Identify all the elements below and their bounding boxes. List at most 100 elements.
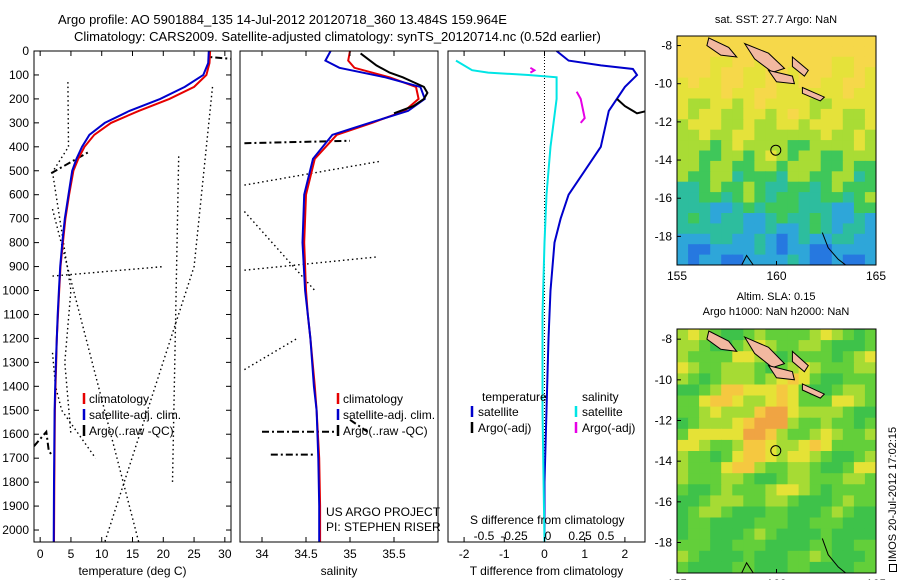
map-cell (831, 150, 844, 162)
map-cell (721, 233, 733, 245)
map-cell (831, 233, 844, 245)
map-cell (842, 473, 855, 485)
map-cell (710, 233, 722, 245)
map-cell (677, 484, 689, 496)
map-cell (699, 439, 711, 452)
map-cell (688, 181, 700, 193)
temperature-panel (33, 50, 232, 543)
map-cell (732, 539, 744, 552)
map-cell (864, 77, 876, 89)
map-cell (853, 384, 866, 397)
salinity-legend-label: climatology (343, 392, 403, 406)
map-cell (809, 119, 822, 131)
map-cell (787, 462, 800, 474)
map-cell (754, 473, 767, 485)
map-cell (688, 67, 700, 79)
map-cell (776, 88, 789, 99)
map-cell (688, 77, 700, 89)
map-cell (677, 462, 689, 474)
map-cell (809, 129, 822, 141)
map-cell (699, 150, 711, 162)
temperature-argo-dashdot-line (50, 150, 90, 175)
difference-legend-label: Argo(-adj) (478, 421, 531, 435)
map-cell (853, 362, 866, 374)
map-cell (776, 223, 789, 235)
map-cell (688, 88, 700, 99)
map-cell (732, 223, 744, 235)
map-cell (820, 140, 833, 152)
map-cell (853, 473, 866, 485)
map-cell (809, 362, 822, 374)
map-cell (864, 254, 876, 265)
map-cell (776, 119, 789, 131)
map-cell (688, 428, 700, 441)
map-cell (721, 351, 733, 363)
map-cell (798, 223, 811, 235)
map-cell (842, 160, 855, 172)
map-cell (853, 36, 866, 47)
salinity-argo-dashdot-line (244, 139, 351, 145)
map-cell (831, 417, 844, 430)
map-cell (831, 528, 844, 541)
map-cell (798, 528, 811, 541)
map-cell (699, 56, 711, 68)
map-cell (677, 254, 689, 265)
map-cell (864, 484, 876, 496)
map-cell (754, 329, 767, 341)
map-cell (721, 373, 733, 386)
map-cell (776, 395, 789, 408)
map-cell (776, 428, 789, 441)
map-cell (853, 98, 866, 110)
map-cell (842, 417, 855, 430)
map-cell (809, 213, 822, 224)
map-cell (820, 213, 833, 224)
map-cell (842, 506, 855, 519)
map-cell (842, 484, 855, 496)
map-cell (677, 213, 689, 224)
map-cell (743, 46, 755, 58)
map-cell (809, 171, 822, 183)
map-cell (754, 417, 767, 430)
island-shape (706, 330, 738, 353)
map-cell (743, 119, 755, 131)
map-cell (688, 140, 700, 152)
map-cell (864, 98, 876, 110)
temperature-legend-label: Argo(..raw -QC) (89, 424, 174, 438)
map-cell (864, 36, 876, 47)
map-cell (721, 77, 733, 89)
map-cell (721, 550, 733, 563)
map-cell (743, 384, 755, 397)
temperature-argo-dotted-line (51, 352, 97, 459)
map-cell (743, 223, 755, 235)
map-cell (776, 550, 789, 563)
map-cell (853, 406, 866, 419)
map-cell (787, 473, 800, 485)
x-tick-label: 30 (218, 547, 232, 561)
map-cell (864, 88, 876, 99)
map-cell (809, 484, 822, 496)
map-cell (853, 67, 866, 79)
sla-map (676, 328, 877, 574)
map-cell (710, 395, 722, 408)
map-cell (699, 67, 711, 79)
map-cell (699, 88, 711, 99)
map-cell (688, 439, 700, 452)
map-cell (820, 561, 833, 573)
map-cell (864, 517, 876, 530)
map-cell (864, 223, 876, 235)
map-cell (798, 119, 811, 131)
salinity-x-axis-label: salinity (321, 564, 358, 578)
map-cell (853, 181, 866, 193)
map-cell (864, 46, 876, 58)
map-cell (831, 202, 844, 214)
map-cell (721, 244, 733, 256)
y-tick-label: 900 (9, 260, 29, 274)
map-cell (787, 539, 800, 552)
map-cell (776, 244, 789, 256)
map-cell (831, 140, 844, 152)
y-tick-label: 400 (9, 140, 29, 154)
map-y-tick-label: -12 (655, 115, 673, 129)
map-cell (732, 506, 744, 519)
sla-map-field (677, 329, 876, 573)
